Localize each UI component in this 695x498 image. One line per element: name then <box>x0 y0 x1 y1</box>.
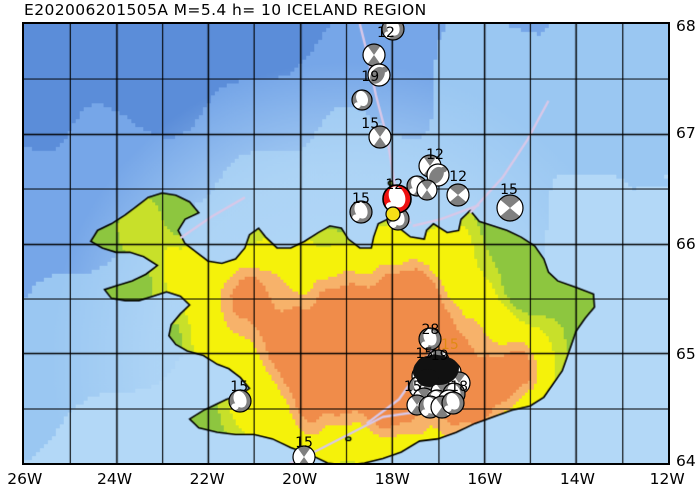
beachball-depth-label: 15 <box>500 182 518 199</box>
beachball-depth-label: 12 <box>449 168 468 185</box>
x-tick-24W: 24W <box>97 470 133 488</box>
x-tick-20W: 20W <box>282 470 318 488</box>
beachball-depth-label: 15 <box>352 190 370 207</box>
x-tick-22W: 22W <box>189 470 225 488</box>
y-tick-68N: 68N <box>676 16 695 35</box>
beachball-depth-label: 19 <box>430 348 449 365</box>
beachball-depth-label: 28 <box>421 321 440 338</box>
beachball-marker[interactable] <box>416 179 438 205</box>
beachball-depth-label: 12 <box>377 24 395 41</box>
beachball-marker[interactable] <box>496 194 524 226</box>
x-tick-14W: 14W <box>559 470 595 488</box>
beachball-depth-label: 15 <box>230 379 249 396</box>
y-tick-67N: 67N <box>676 123 695 142</box>
figure-title: E202006201505A M=5.4 h= 10 ICELAND REGIO… <box>24 1 427 19</box>
beachball-depth-label: 15 <box>403 379 422 396</box>
y-tick-64N: 64N <box>676 452 695 471</box>
beachball-depth-label: 19 <box>361 69 380 86</box>
beachball-overlay-layer: 12 19 15 12 12 12 15 15 28 15 15 19 18 15 15 15 <box>24 24 668 463</box>
map-plot-area[interactable]: 12 19 15 12 12 12 15 15 28 15 15 19 18 15 15 15 <box>22 22 670 465</box>
beachball-marker[interactable] <box>446 183 470 211</box>
x-tick-16W: 16W <box>467 470 503 488</box>
y-tick-66N: 66N <box>676 234 695 253</box>
epicenter-star-marker[interactable] <box>382 203 404 229</box>
beachball-depth-label: 18 <box>450 379 468 396</box>
beachball-depth-label: 15 <box>295 434 313 451</box>
x-tick-26W: 26W <box>7 470 43 488</box>
beachball-marker[interactable] <box>351 88 373 115</box>
beachball-depth-label: 12 <box>385 176 404 193</box>
beachball-depth-label: 15 <box>361 115 380 132</box>
beachball-depth-label: 12 <box>426 146 444 163</box>
y-tick-65N: 65N <box>676 345 695 364</box>
x-tick-18W: 18W <box>374 470 410 488</box>
x-tick-12W: 12W <box>649 470 685 488</box>
